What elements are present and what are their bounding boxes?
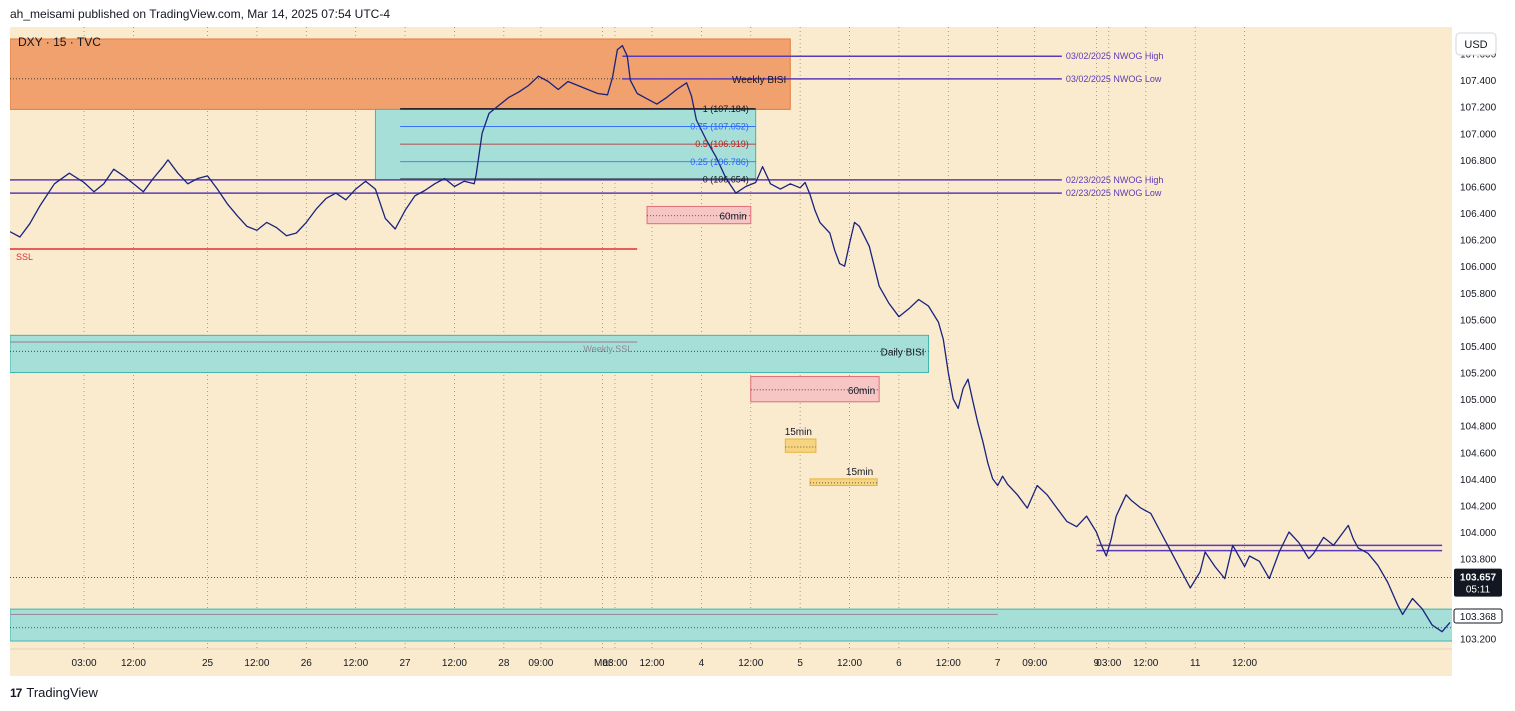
price-tick-label: 106.600 <box>1460 182 1497 193</box>
nwog-label-0: 03/02/2025 NWOG High <box>1066 51 1164 61</box>
weekly-ssl-label: Weekly SSL <box>583 344 632 354</box>
chart-levels <box>10 55 1452 616</box>
fib-zone <box>374 108 757 181</box>
price-tick-label: 104.200 <box>1460 501 1497 512</box>
ssl-label: SSL <box>16 252 33 262</box>
time-tick-label: 12:00 <box>442 658 467 669</box>
daily-bisi-zone-label: Daily BISI <box>881 347 925 358</box>
weekly-bisi-zone <box>9 38 791 110</box>
footer-brand: TradingView <box>26 685 98 700</box>
fvg-60min-1 <box>646 205 752 225</box>
marker-price-value: 103.368 <box>1460 612 1497 623</box>
time-tick-label: 12:00 <box>1232 658 1257 669</box>
price-tick-label: 105.600 <box>1460 315 1497 326</box>
price-tick-label: 106.800 <box>1460 156 1497 167</box>
daily-bisi-zone <box>9 334 930 374</box>
fvg-60min-1-label: 60min <box>720 212 747 223</box>
price-tick-label: 107.000 <box>1460 129 1497 140</box>
time-tick-label: 28 <box>498 658 510 669</box>
fvg-60min-2 <box>750 376 880 403</box>
price-line <box>9 44 1451 633</box>
time-tick-label: 27 <box>400 658 412 669</box>
price-tick-label: 105.400 <box>1460 342 1497 353</box>
time-axis: 03:00 12:00 25 12:00 26 12:00 27 12:00 28 09:00 Ma… <box>10 648 1452 669</box>
price-tick-label: 105.200 <box>1460 369 1497 380</box>
time-tick-label: 25 <box>202 658 214 669</box>
time-tick-label: 12:00 <box>639 658 664 669</box>
symbol-label: DXY · 15 · TVC <box>18 35 101 49</box>
chart-area[interactable]: Weekly BISI Daily BISI 60min 60min 15min 15mi… <box>9 27 1512 676</box>
price-tick-label: 104.800 <box>1460 422 1497 433</box>
current-price-badge <box>1454 568 1502 597</box>
fib-label-4: 0 (106.654) <box>703 174 749 184</box>
price-tick-label: 106.400 <box>1460 209 1497 220</box>
time-tick-label: 9 <box>1094 658 1100 669</box>
fib-label-2: 0.5 (106.919) <box>695 139 749 149</box>
price-tick-label: 104.600 <box>1460 448 1497 459</box>
price-tick-label: 104.400 <box>1460 475 1497 486</box>
price-chart[interactable]: Weekly BISI Daily BISI 60min 60min 15min 15mi… <box>9 27 1512 676</box>
time-tick-label: 12:00 <box>343 658 368 669</box>
time-tick-label: 7 <box>995 658 1001 669</box>
current-price-value: 103.657 <box>1460 573 1497 584</box>
tradingview-logo-icon: 17 <box>10 685 22 700</box>
price-tick-label: 103.800 <box>1460 555 1497 566</box>
price-tick-label: 106.000 <box>1460 262 1497 273</box>
time-tick-label: 11 <box>1190 658 1201 669</box>
time-tick-label: 12:00 <box>837 658 862 669</box>
fvg-15min-1-label: 15min <box>785 427 812 438</box>
price-tick-label: 104.000 <box>1460 528 1497 539</box>
price-tick-label: 106.200 <box>1460 236 1497 247</box>
time-tick-label: 6 <box>896 658 902 669</box>
marker-price-badge <box>1453 608 1503 624</box>
nwog-label-3: 02/23/2025 NWOG Low <box>1066 188 1162 198</box>
fib-label-3: 0.25 (106.786) <box>690 157 749 167</box>
time-tick-label: 4 <box>699 658 705 669</box>
time-tick-label: 5 <box>797 658 803 669</box>
time-tick-label: 12:00 <box>936 658 961 669</box>
footer: 17 TradingView <box>10 685 98 700</box>
fvg-15min-2-label: 15min <box>846 467 873 478</box>
price-tick-label: 107.400 <box>1460 76 1497 87</box>
price-tick-label: 105.000 <box>1460 395 1497 406</box>
price-tick-label: 107.200 <box>1460 103 1497 114</box>
price-axis: 107.600107.400107.200107.000106.800106.6… <box>1452 27 1505 676</box>
weekly-bisi-zone-label: Weekly BISI <box>732 75 786 86</box>
currency-label[interactable]: USD <box>1464 39 1487 51</box>
currency-button[interactable] <box>1455 32 1497 56</box>
time-tick-label: 03:00 <box>1096 658 1121 669</box>
fvg-60min-2-label: 60min <box>848 386 875 397</box>
price-series <box>9 44 1451 633</box>
fib-label-0: 1 (107.184) <box>703 104 749 114</box>
time-tick-label: 09:00 <box>1022 658 1047 669</box>
price-tick-label: 103.200 <box>1460 634 1497 645</box>
time-tick-label: 12:00 <box>738 658 763 669</box>
time-tick-label: Mar <box>594 658 612 669</box>
time-tick-label: 12:00 <box>1133 658 1158 669</box>
time-tick-label: 26 <box>301 658 313 669</box>
price-axis-background <box>1452 27 1505 676</box>
time-tick-label: 03:00 <box>602 658 627 669</box>
nwog-label-2: 02/23/2025 NWOG High <box>1066 175 1164 185</box>
price-tick-label: 105.800 <box>1460 289 1497 300</box>
time-tick-label: 09:00 <box>528 658 553 669</box>
fvg-15min-1 <box>784 438 817 453</box>
time-tick-label: 03:00 <box>72 658 97 669</box>
time-tick-label: 12:00 <box>121 658 146 669</box>
fvg-15min-2 <box>809 478 878 487</box>
nwog-label-1: 03/02/2025 NWOG Low <box>1066 74 1162 84</box>
current-price-countdown: 05:11 <box>1466 585 1491 596</box>
time-tick-label: 12:00 <box>244 658 269 669</box>
fib-label-1: 0.75 (107.052) <box>690 121 749 131</box>
publish-info: ah_meisami published on TradingView.com,… <box>10 7 390 21</box>
